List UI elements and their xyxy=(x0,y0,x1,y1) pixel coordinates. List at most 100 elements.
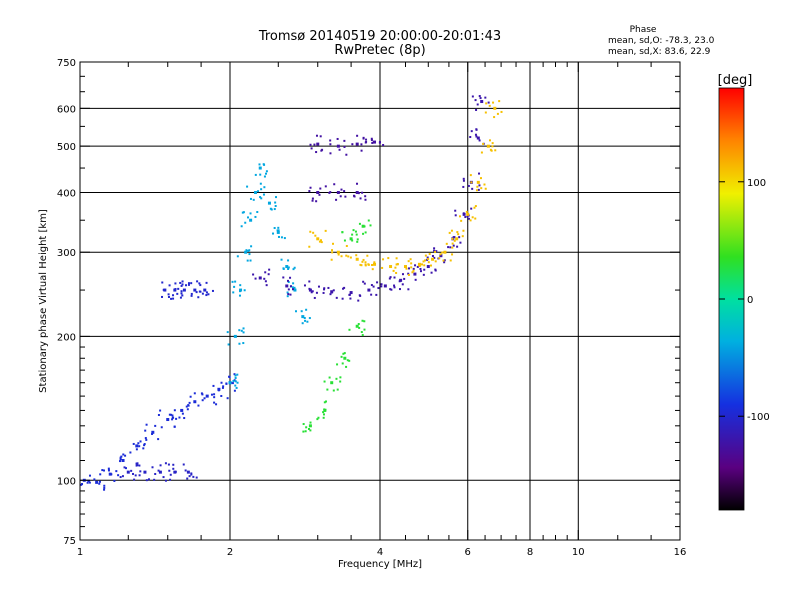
data-point-scatter xyxy=(188,401,191,404)
data-point-scatter xyxy=(176,292,179,295)
data-point-scatter xyxy=(375,293,378,296)
data-point-scatter xyxy=(434,260,437,263)
data-point-scatter xyxy=(310,147,313,150)
data-point-scatter xyxy=(315,200,318,203)
data-point-scatter xyxy=(323,380,326,383)
data-point-scatter xyxy=(231,382,234,385)
data-point-scatter xyxy=(252,198,255,201)
data-point-scatter xyxy=(265,284,268,287)
data-point-scatter xyxy=(277,226,280,229)
data-point-scatter xyxy=(226,397,229,400)
data-point-scatter xyxy=(339,380,342,383)
data-point xyxy=(276,230,280,234)
data-point-scatter xyxy=(254,277,257,280)
data-point-scatter xyxy=(357,192,360,195)
data-point xyxy=(205,394,209,398)
data-point-scatter xyxy=(249,259,252,262)
data-point-scatter xyxy=(337,253,340,256)
data-point-scatter xyxy=(393,276,396,279)
data-point-scatter xyxy=(367,263,370,266)
chart-subtitle: RwPretec (8p) xyxy=(334,43,425,58)
data-point-scatter xyxy=(478,139,481,142)
data-point-scatter xyxy=(434,250,437,253)
data-point-scatter xyxy=(370,293,373,296)
data-point-scatter xyxy=(450,229,453,232)
x-tick-label: 10 xyxy=(572,547,585,558)
data-point-scatter xyxy=(488,139,491,142)
data-point-scatter xyxy=(341,231,344,234)
data-point-scatter xyxy=(195,291,198,294)
data-point-scatter xyxy=(119,456,122,459)
data-point-scatter xyxy=(352,194,355,197)
data-point-scatter xyxy=(272,232,275,235)
data-point-scatter xyxy=(491,145,494,148)
data-point-scatter xyxy=(382,258,385,261)
data-point-scatter xyxy=(270,208,273,211)
data-point-scatter xyxy=(427,261,430,264)
data-point-scatter xyxy=(283,237,286,240)
data-point-scatter xyxy=(137,442,140,445)
data-point-scatter xyxy=(390,288,393,291)
data-point-scatter xyxy=(110,473,113,476)
data-point-scatter xyxy=(429,264,432,267)
data-point-scatter xyxy=(160,426,163,429)
data-point-scatter xyxy=(308,287,311,290)
y-tick-label: 600 xyxy=(57,104,76,115)
data-point-scatter xyxy=(157,438,160,441)
data-point-scatter xyxy=(427,257,430,260)
data-point-scatter xyxy=(289,293,292,296)
data-point-scatter xyxy=(345,244,348,247)
data-point-scatter xyxy=(315,134,318,137)
data-point-scatter xyxy=(254,173,257,176)
chart-title: Tromsø 20140519 20:00:00-20:01:43 xyxy=(258,29,501,44)
data-point-scatter xyxy=(371,141,374,144)
x-tick-label: 8 xyxy=(527,547,533,558)
data-point-scatter xyxy=(264,271,267,274)
data-point-scatter xyxy=(470,207,473,210)
data-point-scatter xyxy=(145,423,148,426)
data-point-scatter xyxy=(132,442,135,445)
data-point-scatter xyxy=(238,294,241,297)
data-point-scatter xyxy=(102,469,105,472)
data-point-scatter xyxy=(233,389,236,392)
data-point xyxy=(349,291,353,295)
data-point-scatter xyxy=(412,267,415,270)
data-point-scatter xyxy=(315,291,318,294)
data-point-scatter xyxy=(475,108,478,111)
data-point-scatter xyxy=(87,480,90,483)
data-point-scatter xyxy=(348,328,351,331)
data-point-scatter xyxy=(356,182,359,185)
data-point-scatter xyxy=(438,257,441,260)
data-point-scatter xyxy=(220,395,223,398)
data-point-scatter xyxy=(195,476,198,479)
data-point-scatter xyxy=(197,296,200,299)
data-point-scatter xyxy=(423,268,426,271)
data-point-scatter xyxy=(167,295,170,298)
data-point-scatter xyxy=(236,373,239,376)
data-point-scatter xyxy=(380,285,383,288)
data-point xyxy=(203,288,207,292)
data-point xyxy=(163,288,167,292)
data-point-scatter xyxy=(364,261,367,264)
data-point-scatter xyxy=(458,215,461,218)
data-point-scatter xyxy=(147,478,150,481)
data-point xyxy=(285,284,289,288)
data-point-scatter xyxy=(173,425,176,428)
data-point-scatter xyxy=(213,401,216,404)
data-point-scatter xyxy=(483,183,486,186)
data-point-scatter xyxy=(466,215,469,218)
data-point-scatter xyxy=(280,236,283,239)
data-point-scatter xyxy=(88,481,91,484)
data-point-scatter xyxy=(139,470,142,473)
data-point-scatter xyxy=(414,264,417,267)
data-point-scatter xyxy=(190,473,193,476)
data-point-scatter xyxy=(242,342,245,345)
data-point-scatter xyxy=(292,268,295,271)
data-point-scatter xyxy=(343,286,346,289)
data-point-scatter xyxy=(172,294,175,297)
data-point xyxy=(426,265,430,269)
data-point-scatter xyxy=(154,472,157,475)
data-point-scatter xyxy=(145,438,148,441)
data-point-scatter xyxy=(404,265,407,268)
data-point-scatter xyxy=(356,238,359,241)
